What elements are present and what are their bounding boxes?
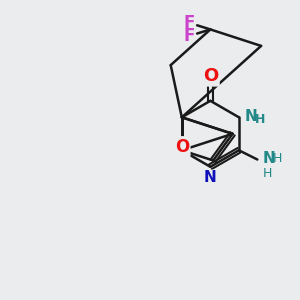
Text: N: N — [263, 151, 275, 166]
Text: O: O — [203, 67, 218, 85]
Text: N: N — [244, 109, 257, 124]
Text: F: F — [184, 14, 195, 32]
Text: H: H — [255, 112, 266, 126]
Text: O: O — [175, 138, 189, 156]
Text: O: O — [175, 138, 189, 156]
Text: N: N — [203, 170, 216, 185]
Text: H: H — [262, 167, 272, 180]
Text: H: H — [273, 152, 282, 165]
Text: O: O — [203, 67, 218, 85]
Text: F: F — [184, 27, 195, 45]
